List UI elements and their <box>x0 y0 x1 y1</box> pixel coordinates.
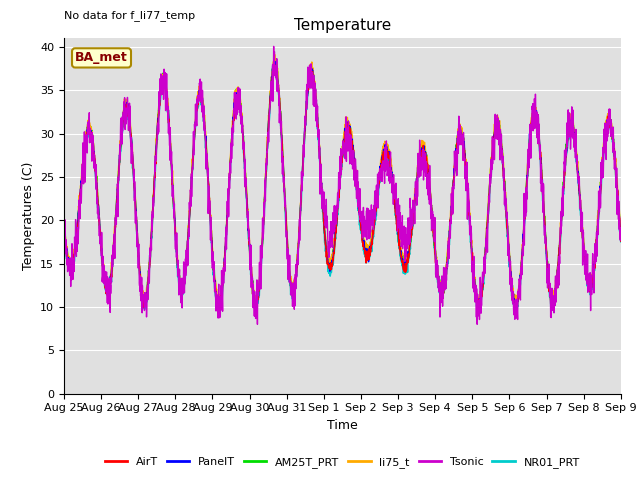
Y-axis label: Temperatures (C): Temperatures (C) <box>22 162 35 270</box>
X-axis label: Time: Time <box>327 419 358 432</box>
Title: Temperature: Temperature <box>294 18 391 33</box>
Text: No data for f_li77_temp: No data for f_li77_temp <box>64 10 195 21</box>
Text: BA_met: BA_met <box>75 51 128 64</box>
Legend: AirT, PanelT, AM25T_PRT, li75_t, Tsonic, NR01_PRT: AirT, PanelT, AM25T_PRT, li75_t, Tsonic,… <box>100 453 584 472</box>
